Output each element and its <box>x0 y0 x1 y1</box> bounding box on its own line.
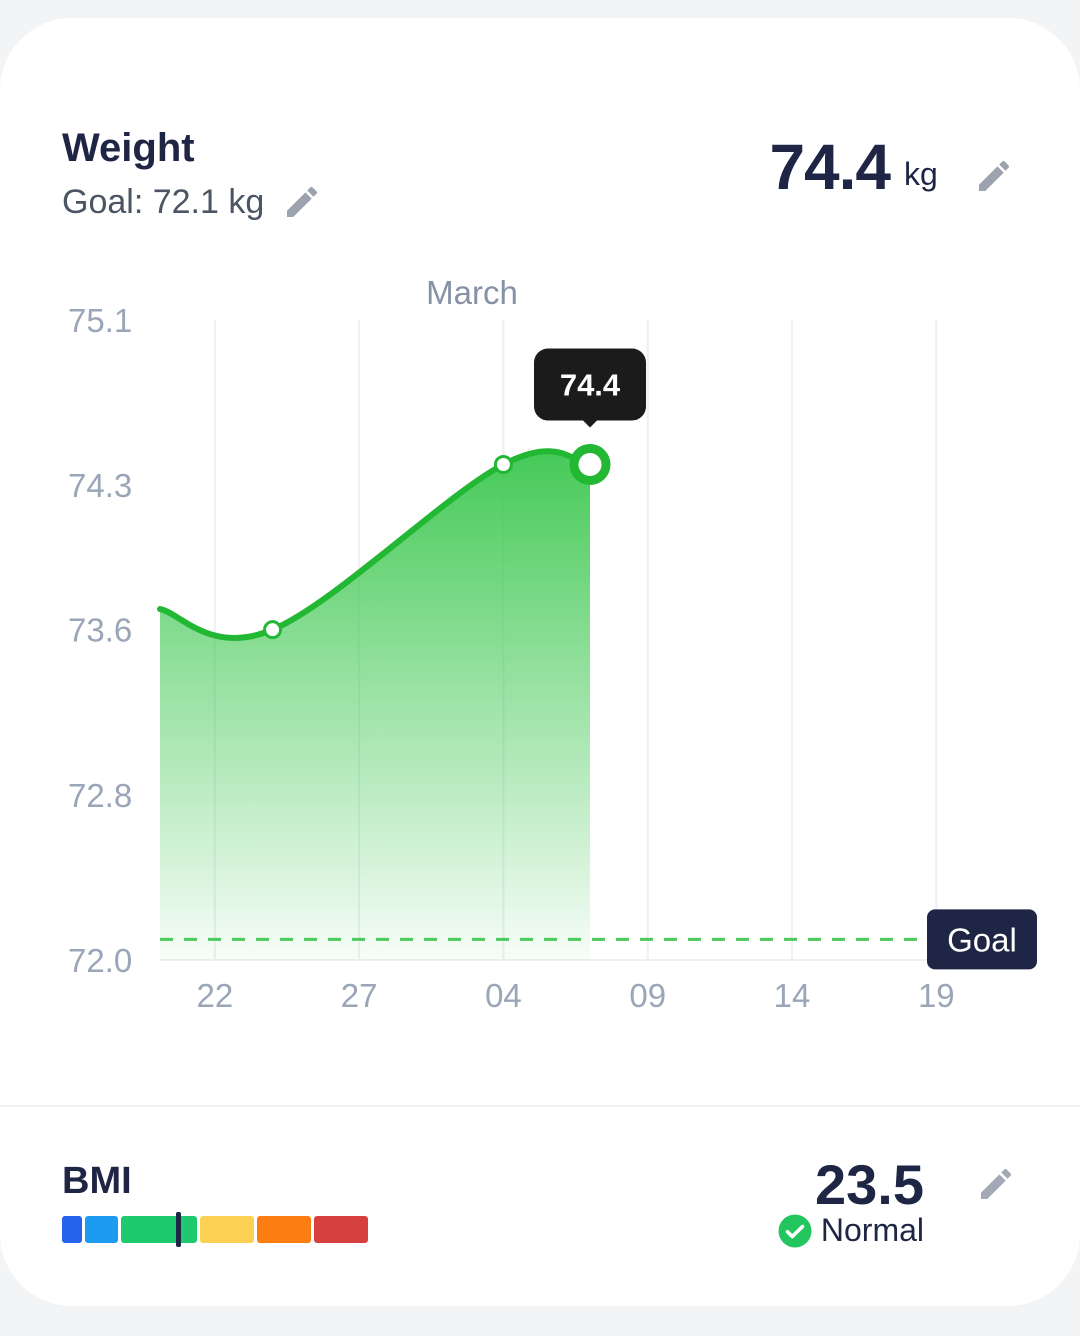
y-tick-label: 72.0 <box>68 942 132 979</box>
x-tick-label: 09 <box>629 977 666 1014</box>
x-tick-label: 14 <box>774 977 811 1014</box>
y-tick-label: 75.1 <box>68 302 132 339</box>
y-axis: 75.1 74.3 73.6 72.8 72.0 <box>68 302 132 979</box>
weight-chart[interactable]: March 75.174.373.672.872.0 22 27 04 09 14 19 … <box>0 250 1080 1040</box>
edit-goal-pencil-icon[interactable] <box>282 182 322 222</box>
bmi-value: 23.5 <box>815 1153 924 1216</box>
value-tooltip: 74.4 <box>534 348 646 428</box>
x-tick-label: 04 <box>485 977 522 1014</box>
section-divider <box>0 1105 1080 1107</box>
goal-badge-label: Goal <box>947 921 1017 958</box>
bmi-scale <box>62 1212 368 1247</box>
edit-bmi-pencil-icon[interactable] <box>976 1164 1016 1204</box>
month-label: March <box>426 274 518 311</box>
bmi-scale-segment <box>257 1216 311 1243</box>
bmi-scale-segment <box>85 1216 118 1243</box>
current-weight-value: 74.4 <box>769 131 891 203</box>
selected-data-point[interactable] <box>569 444 611 486</box>
bmi-scale-segment <box>62 1216 82 1243</box>
y-tick-label: 72.8 <box>68 777 132 814</box>
x-tick-label: 22 <box>196 977 233 1014</box>
goal-row: Goal: 72.1 kg <box>62 182 322 222</box>
bmi-scale-segment <box>121 1216 197 1243</box>
bmi-scale-segment <box>200 1216 254 1243</box>
bmi-marker <box>175 1212 181 1247</box>
goal-badge: Goal <box>927 909 1037 970</box>
edit-weight-pencil-icon[interactable] <box>974 156 1014 196</box>
current-weight-unit: kg <box>904 156 938 192</box>
weight-title: Weight <box>62 126 195 170</box>
x-axis: 22 27 04 09 14 19 <box>196 977 954 1014</box>
bmi-title: BMI <box>62 1160 132 1202</box>
data-point[interactable] <box>263 620 283 640</box>
bmi-scale-segment <box>314 1216 368 1243</box>
bmi-status-label: Normal <box>820 1212 924 1248</box>
weight-area <box>160 451 590 960</box>
data-points <box>263 444 611 640</box>
y-tick-label: 74.3 <box>68 467 132 504</box>
tooltip-value: 74.4 <box>560 368 621 403</box>
weight-line <box>157 448 593 641</box>
y-tick-label: 73.6 <box>68 612 132 649</box>
x-tick-label: 19 <box>918 977 955 1014</box>
check-circle-icon <box>777 1213 813 1249</box>
data-point[interactable] <box>493 455 513 475</box>
x-tick-label: 27 <box>341 977 378 1014</box>
goal-label: Goal: 72.1 kg <box>62 182 265 221</box>
bmi-status: Normal <box>777 1212 924 1249</box>
